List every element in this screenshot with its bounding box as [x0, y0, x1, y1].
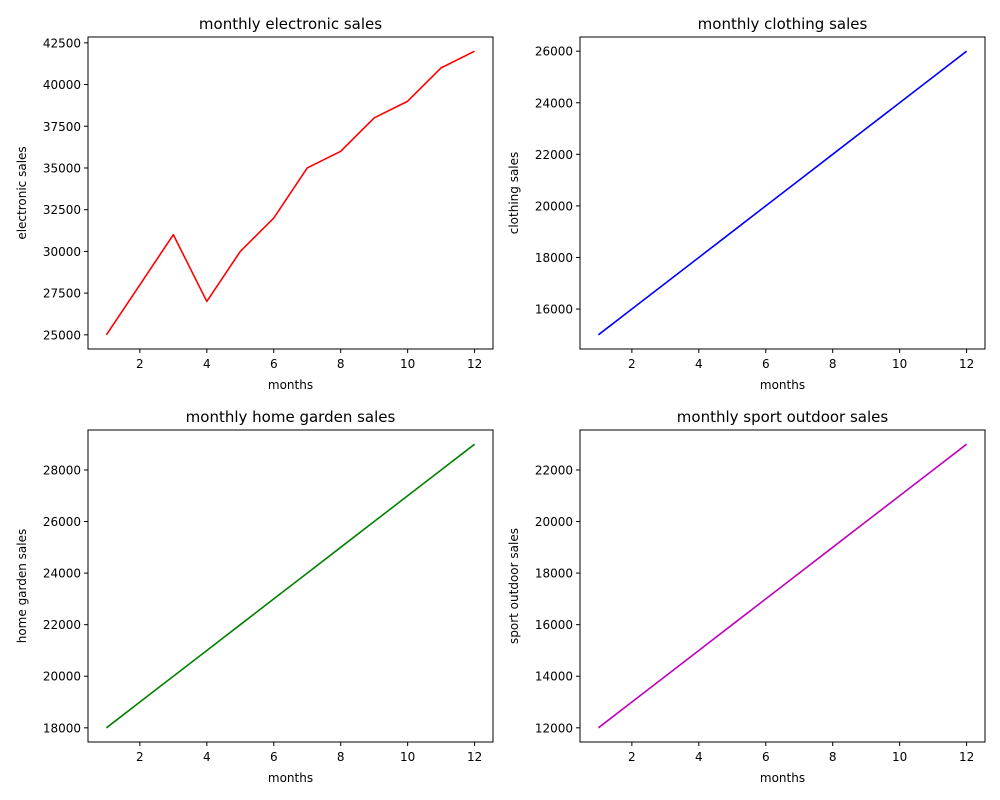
x-axis-label: months — [760, 378, 805, 392]
series-line — [597, 50, 968, 336]
y-tick-label: 37500 — [43, 120, 81, 134]
chart-title: monthly electronic sales — [199, 15, 382, 33]
x-tick-label: 12 — [959, 750, 974, 764]
chart-title: monthly clothing sales — [698, 15, 868, 33]
x-tick-label: 6 — [762, 750, 770, 764]
y-tick-label: 24000 — [43, 567, 81, 581]
series-line — [597, 443, 968, 729]
y-tick-label: 24000 — [535, 96, 573, 110]
y-tick-label: 20000 — [43, 670, 81, 684]
y-tick-label: 35000 — [43, 161, 81, 175]
y-tick-label: 27500 — [43, 287, 81, 301]
y-tick-label: 20000 — [535, 515, 573, 529]
x-tick-label: 10 — [400, 357, 415, 371]
y-tick-label: 26000 — [535, 45, 573, 59]
x-tick-label: 4 — [203, 750, 211, 764]
x-tick-label: 6 — [270, 750, 278, 764]
x-tick-label: 2 — [136, 357, 144, 371]
x-tick-label: 12 — [467, 750, 482, 764]
y-tick-label: 30000 — [43, 245, 81, 259]
y-tick-label: 42500 — [43, 36, 81, 50]
chart-panel-sport-outdoor: monthly sport outdoor sales months sport… — [507, 408, 986, 785]
y-tick-label: 40000 — [43, 78, 81, 92]
x-tick-label: 8 — [337, 357, 345, 371]
x-tick-label: 4 — [695, 750, 703, 764]
x-tick-label: 12 — [467, 357, 482, 371]
series-line — [105, 443, 476, 729]
x-axis-label: months — [760, 771, 805, 785]
x-tick-label: 8 — [829, 750, 837, 764]
x-tick-label: 4 — [203, 357, 211, 371]
x-tick-label: 10 — [892, 357, 907, 371]
chart-panel-home-garden: monthly home garden sales months home ga… — [15, 408, 494, 785]
y-tick-label: 16000 — [535, 618, 573, 632]
axes-frame — [579, 429, 986, 743]
y-axis-label: home garden sales — [15, 529, 29, 644]
x-tick-label: 6 — [270, 357, 278, 371]
y-axis-label: sport outdoor sales — [507, 528, 521, 644]
y-tick-label: 12000 — [535, 721, 573, 735]
y-tick-label: 14000 — [535, 670, 573, 684]
x-tick-label: 2 — [628, 750, 636, 764]
y-tick-label: 18000 — [43, 721, 81, 735]
y-tick-label: 18000 — [535, 567, 573, 581]
axes-frame — [87, 36, 494, 350]
x-axis-label: months — [268, 378, 313, 392]
chart-title: monthly sport outdoor sales — [677, 408, 889, 426]
y-tick-label: 18000 — [535, 251, 573, 265]
y-tick-label: 32500 — [43, 203, 81, 217]
axes-frame — [87, 429, 494, 743]
y-tick-label: 25000 — [43, 328, 81, 342]
x-tick-label: 2 — [628, 357, 636, 371]
x-tick-label: 10 — [892, 750, 907, 764]
y-tick-label: 28000 — [43, 463, 81, 477]
y-tick-label: 20000 — [535, 199, 573, 213]
series-line — [105, 50, 475, 336]
x-axis-label: months — [268, 771, 313, 785]
chart-title: monthly home garden sales — [186, 408, 396, 426]
y-tick-label: 16000 — [535, 303, 573, 317]
x-tick-label: 8 — [829, 357, 837, 371]
axes-frame — [579, 36, 986, 350]
y-tick-label: 26000 — [43, 515, 81, 529]
chart-panel-electronic: monthly electronic sales months electron… — [15, 15, 494, 392]
y-tick-label: 22000 — [535, 463, 573, 477]
y-axis-label: electronic sales — [15, 146, 29, 239]
x-tick-label: 6 — [762, 357, 770, 371]
x-tick-label: 12 — [959, 357, 974, 371]
y-tick-label: 22000 — [535, 148, 573, 162]
x-tick-label: 2 — [136, 750, 144, 764]
y-tick-label: 22000 — [43, 618, 81, 632]
x-tick-label: 10 — [400, 750, 415, 764]
y-axis-label: clothing sales — [507, 152, 521, 235]
x-tick-label: 4 — [695, 357, 703, 371]
x-tick-label: 8 — [337, 750, 345, 764]
chart-panel-clothing: monthly clothing sales months clothing s… — [507, 15, 986, 392]
